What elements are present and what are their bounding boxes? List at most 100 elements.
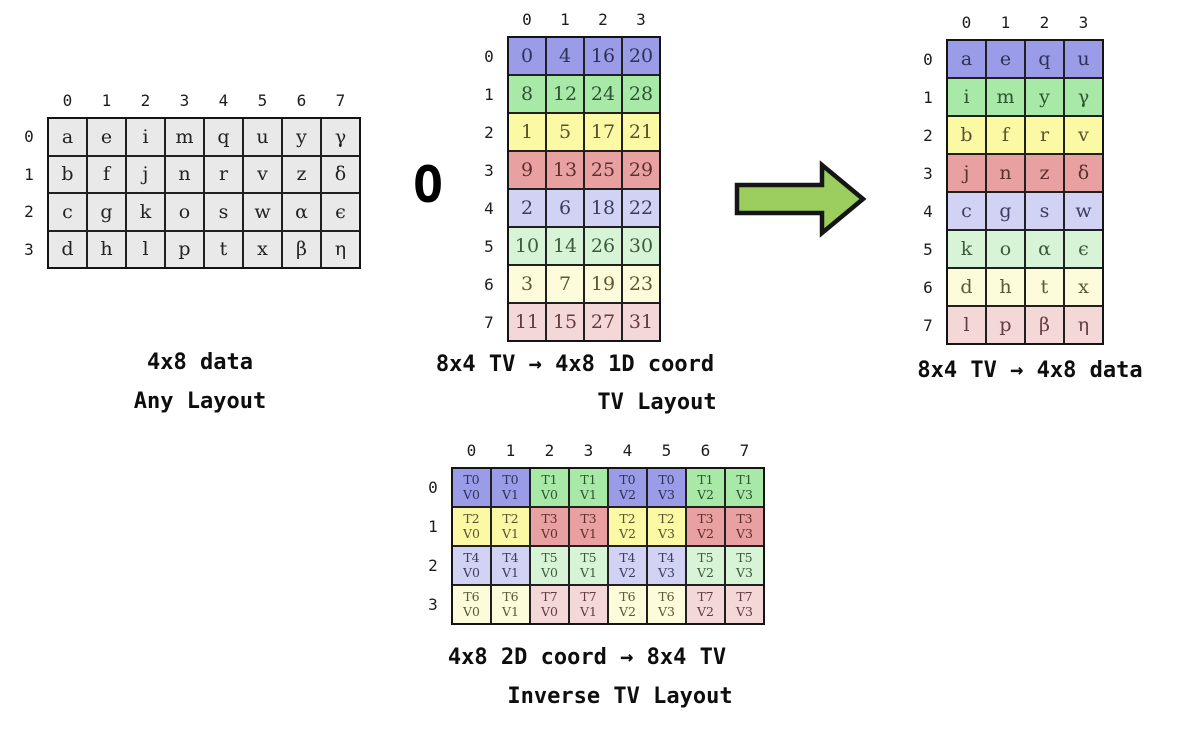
grid-cell: 21 xyxy=(622,113,660,151)
grid-cell: T4 V2 xyxy=(608,546,647,585)
grid-cell: m xyxy=(986,78,1025,116)
row-header: 5 xyxy=(484,236,494,256)
grid-cell: T3 V1 xyxy=(569,507,608,546)
grid-cell: c xyxy=(48,193,87,231)
col-header: 2 xyxy=(1039,13,1050,32)
grid-cell: T7 V0 xyxy=(530,585,569,624)
row-header: 7 xyxy=(484,312,494,332)
col-header: 2 xyxy=(140,91,151,110)
grid-cell: 26 xyxy=(584,227,622,265)
row-header: 7 xyxy=(923,315,933,335)
grid-cell: T2 V3 xyxy=(647,507,686,546)
grid-cell: w xyxy=(243,193,282,231)
grid-cell: a xyxy=(947,40,986,78)
col-header: 3 xyxy=(636,10,646,29)
col-header: 1 xyxy=(101,91,112,110)
grid-cell: 13 xyxy=(546,151,584,189)
grid-cell: g xyxy=(87,193,126,231)
grid-cell: v xyxy=(1064,116,1103,154)
grid-cell: y xyxy=(282,118,321,156)
grid-cell: a xyxy=(48,118,87,156)
grid-cell: t xyxy=(204,230,243,268)
grid-cell: n xyxy=(165,155,204,193)
grid-cell: β xyxy=(282,230,321,268)
grid-cell: o xyxy=(986,230,1025,268)
col-header: 3 xyxy=(1078,13,1089,32)
row-header: 0 xyxy=(923,49,933,69)
grid-cell: 16 xyxy=(584,37,622,75)
grid-cell: 28 xyxy=(622,75,660,113)
grid-cell: T6 V0 xyxy=(452,585,491,624)
grid-cell: 7 xyxy=(546,265,584,303)
grid-cell: x xyxy=(243,230,282,268)
col-header: 4 xyxy=(218,91,229,110)
grid-cell: u xyxy=(1064,40,1103,78)
grid-cell: u xyxy=(243,118,282,156)
row-header: 0 xyxy=(24,127,34,147)
row-header: 3 xyxy=(24,239,34,259)
grid-cell: j xyxy=(947,154,986,192)
grid-cell: x xyxy=(1064,268,1103,306)
grid-cell: e xyxy=(87,118,126,156)
row-header: 0 xyxy=(484,46,494,66)
caption-tv-data: 8x4 TV → 4x8 data xyxy=(917,358,1143,383)
grid-cell: T0 V1 xyxy=(491,468,530,507)
grid-cell: 3 xyxy=(508,265,546,303)
col-header: 1 xyxy=(505,441,516,460)
grid-cell: η xyxy=(1064,306,1103,344)
caption-inverse-tv-line1: 4x8 2D coord → 8x4 TV xyxy=(447,645,727,670)
grid-cell: t xyxy=(1025,268,1064,306)
grid-cell: 2 xyxy=(508,189,546,227)
col-header: 7 xyxy=(335,91,346,110)
grid-cell: d xyxy=(947,268,986,306)
grid-cell: p xyxy=(986,306,1025,344)
grid-cell: δ xyxy=(321,155,360,193)
caption-tv-layout-line2: TV Layout xyxy=(597,390,717,415)
grid-cell: b xyxy=(947,116,986,154)
table-tv-layout: 0 1 2 3 0 0 4 16 20 1 8 12 24 28 2 1 5 17 21 3 9 13 25 29 4 2 6 18 2… xyxy=(470,2,661,342)
grid-cell: 17 xyxy=(584,113,622,151)
grid-cell: f xyxy=(986,116,1025,154)
row-header: 2 xyxy=(428,556,438,575)
row-header: 3 xyxy=(428,595,438,614)
corner xyxy=(10,83,48,118)
grid-cell: T0 V0 xyxy=(452,468,491,507)
grid-cell: b xyxy=(48,155,87,193)
col-header: 3 xyxy=(583,441,594,460)
grid-cell: T2 V2 xyxy=(608,507,647,546)
grid-cell: 25 xyxy=(584,151,622,189)
col-header: 2 xyxy=(598,10,608,29)
grid-cell: T5 V0 xyxy=(530,546,569,585)
grid-cell: 11 xyxy=(508,303,546,341)
arrow-right-icon xyxy=(734,160,867,238)
grid-cell: 24 xyxy=(584,75,622,113)
grid-cell: 20 xyxy=(622,37,660,75)
grid-cell: k xyxy=(947,230,986,268)
grid-cell: T5 V1 xyxy=(569,546,608,585)
table-inverse-tv-layout: 0 1 2 3 4 5 6 7 0 T0 V0 T0 V1 T1 V0 T1 V1 T0 V2 T0 V3 T… xyxy=(414,433,765,625)
grid-cell: T4 V1 xyxy=(491,546,530,585)
grid-cell: δ xyxy=(1064,154,1103,192)
grid-cell: k xyxy=(126,193,165,231)
grid-cell: 22 xyxy=(622,189,660,227)
caption-inverse-tv-line2: Inverse TV Layout xyxy=(507,684,733,709)
grid-cell: 8 xyxy=(508,75,546,113)
grid-cell: p xyxy=(165,230,204,268)
row-header: 1 xyxy=(484,84,494,104)
grid-cell: 27 xyxy=(584,303,622,341)
compose-operator: O xyxy=(412,156,444,214)
grid-cell: 15 xyxy=(546,303,584,341)
grid-cell: 19 xyxy=(584,265,622,303)
grid-cell: T7 V3 xyxy=(725,585,764,624)
grid-cell: s xyxy=(204,193,243,231)
col-header: 0 xyxy=(961,13,972,32)
col-header: 0 xyxy=(522,10,532,29)
col-header: 0 xyxy=(466,441,477,460)
grid-cell: o xyxy=(165,193,204,231)
grid-cell: T1 V2 xyxy=(686,468,725,507)
row-header: 4 xyxy=(484,198,494,218)
grid-cell: r xyxy=(1025,116,1064,154)
